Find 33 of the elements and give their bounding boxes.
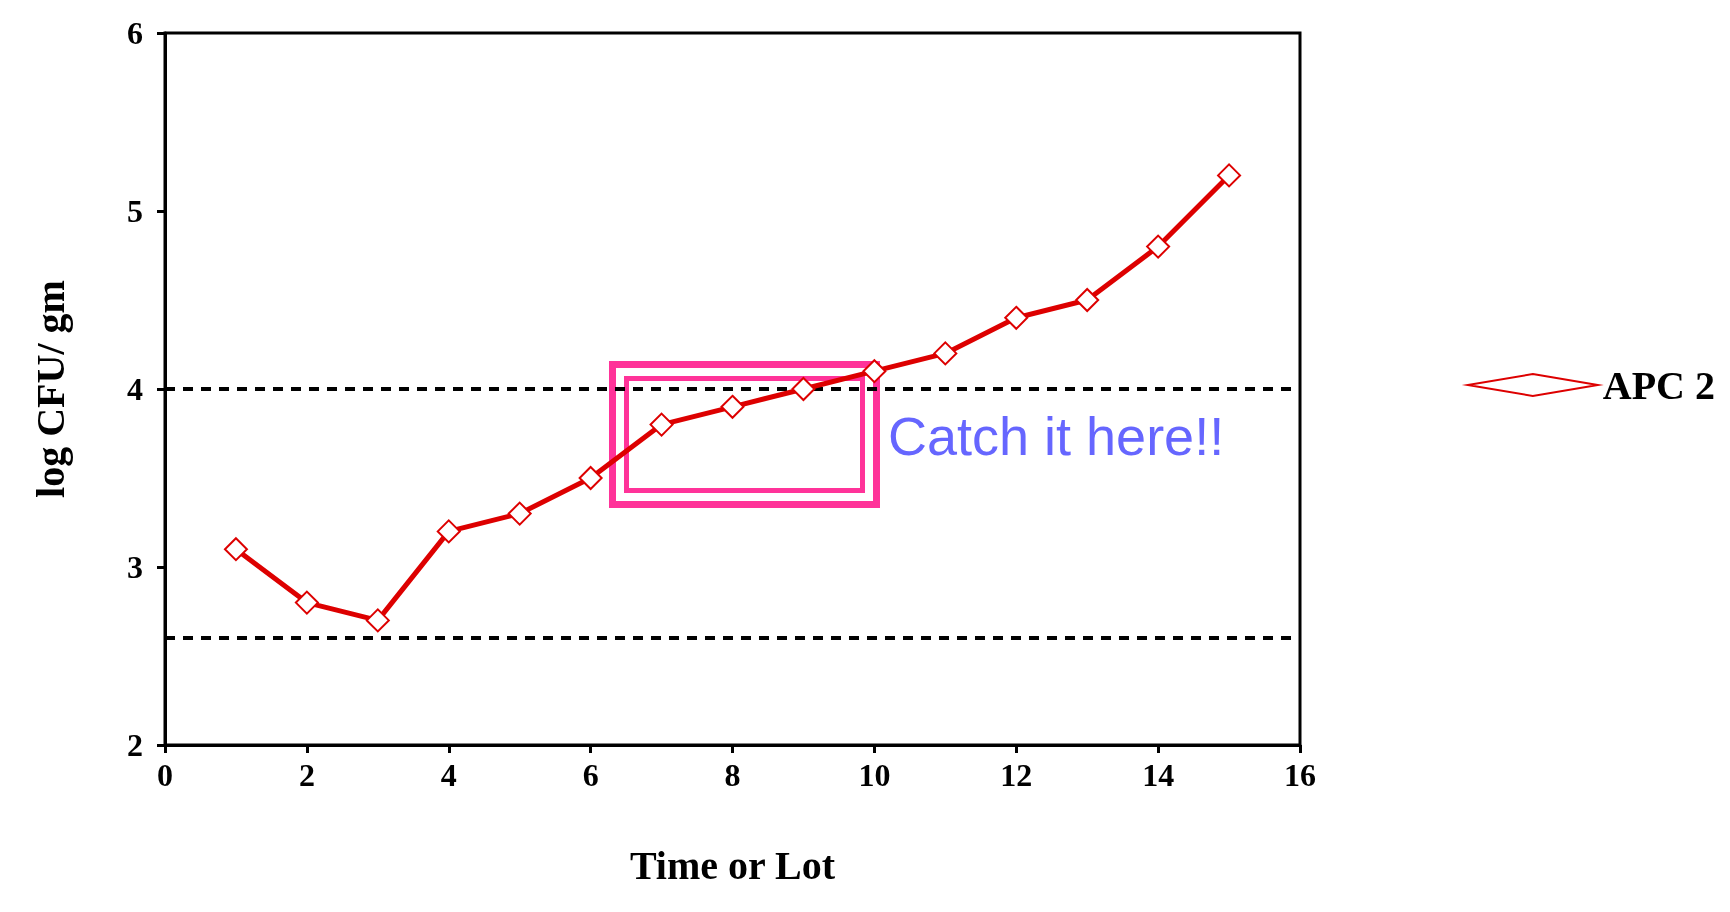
x-tick-label: 8 [724,757,741,793]
point [720,394,745,419]
x-axis-title: Time or Lot [629,842,836,888]
x-tick-label: 16 [1284,757,1316,793]
point [1217,163,1242,188]
point [507,501,532,526]
point [933,341,958,366]
point [1075,288,1100,312]
point [223,537,248,562]
x-tick-label: 6 [582,757,599,793]
x-tick-label: 14 [1142,757,1175,793]
y-axis-title: log CFU/ gm [27,280,73,498]
y-tick-label: 4 [127,371,143,407]
point [578,466,603,490]
point [365,608,390,633]
point [791,377,816,401]
y-tick-label: 5 [127,193,143,229]
y-tick-label: 3 [127,549,143,585]
legend-label: APC 2 [1602,362,1716,408]
x-tick-label: 12 [1000,757,1033,793]
annotation: Catch it here!! [888,405,1225,467]
point [862,359,887,384]
x-tick-label: 0 [157,757,173,793]
point [436,519,461,544]
y-tick-label: 6 [127,15,143,51]
x-tick-label: 4 [440,757,457,793]
point [294,590,319,615]
point [1004,305,1029,330]
x-tick-label: 2 [298,757,315,793]
x-tick-label: 10 [858,757,891,793]
point [1146,234,1171,259]
y-tick-label: 2 [127,727,143,763]
point [649,412,674,437]
